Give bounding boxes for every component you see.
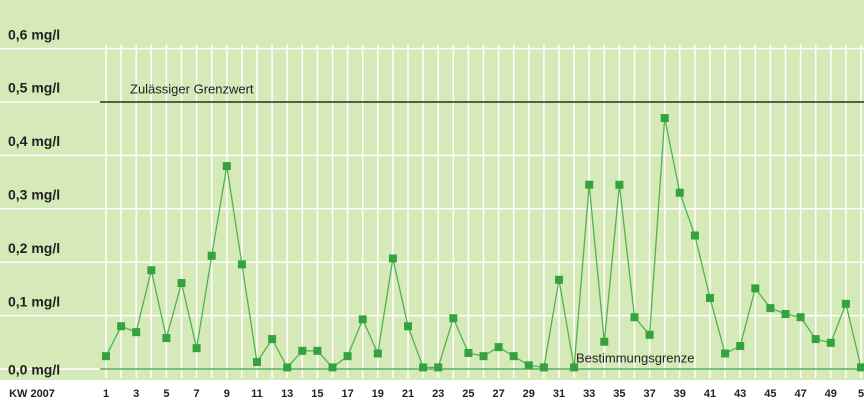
data-point bbox=[494, 343, 503, 352]
x-tick-label: 49 bbox=[825, 388, 837, 400]
data-point bbox=[736, 342, 745, 351]
data-point bbox=[826, 338, 835, 347]
data-point bbox=[313, 346, 322, 355]
data-point bbox=[555, 275, 563, 284]
data-point bbox=[207, 251, 216, 260]
data-point bbox=[373, 349, 382, 358]
y-tick-label: 0,3 mg/l bbox=[8, 187, 60, 203]
data-point bbox=[600, 337, 609, 346]
plot-background bbox=[0, 0, 864, 380]
y-tick-label: 0,1 mg/l bbox=[8, 293, 60, 309]
data-point bbox=[222, 162, 231, 171]
x-tick-label: 41 bbox=[704, 388, 716, 400]
data-point bbox=[434, 363, 443, 372]
x-tick-label: 7 bbox=[194, 388, 200, 400]
data-point bbox=[268, 335, 277, 344]
data-point bbox=[570, 363, 579, 372]
data-point bbox=[706, 293, 714, 302]
data-point bbox=[298, 346, 307, 355]
y-tick-label: 0,4 mg/l bbox=[8, 133, 60, 149]
x-tick-label: 25 bbox=[462, 388, 474, 400]
x-tick-label: 5 bbox=[858, 388, 864, 400]
x-tick-label: 45 bbox=[764, 388, 776, 400]
x-tick-label: 27 bbox=[492, 388, 504, 400]
x-tick-label: 15 bbox=[311, 388, 323, 400]
data-point bbox=[857, 363, 864, 372]
data-point bbox=[388, 254, 397, 263]
x-tick-label: 23 bbox=[432, 388, 444, 400]
y-tick-label: 0,5 mg/l bbox=[8, 80, 60, 96]
x-tick-label: 47 bbox=[794, 388, 806, 400]
data-point bbox=[283, 363, 292, 372]
data-point bbox=[690, 231, 699, 240]
x-tick-label: 9 bbox=[224, 388, 230, 400]
x-tick-label: 33 bbox=[583, 388, 595, 400]
data-point bbox=[449, 314, 458, 323]
data-point bbox=[132, 328, 141, 337]
x-tick-label: 29 bbox=[523, 388, 535, 400]
data-point bbox=[524, 361, 533, 370]
data-point bbox=[721, 349, 730, 358]
data-point bbox=[645, 330, 654, 339]
x-tick-label: 3 bbox=[133, 388, 139, 400]
data-point bbox=[177, 279, 186, 288]
data-point bbox=[630, 313, 639, 322]
data-point bbox=[811, 335, 820, 344]
data-point bbox=[343, 352, 352, 361]
x-tick-label: 17 bbox=[341, 388, 353, 400]
y-tick-label: 0,0 mg/l bbox=[8, 362, 60, 378]
data-point bbox=[358, 315, 367, 324]
data-point bbox=[404, 322, 412, 331]
x-tick-label: 5 bbox=[163, 388, 169, 400]
x-tick-label: 31 bbox=[553, 388, 565, 400]
data-point bbox=[328, 363, 337, 372]
y-tick-label: 0,2 mg/l bbox=[8, 240, 60, 256]
x-tick-label: 19 bbox=[372, 388, 384, 400]
data-point bbox=[585, 180, 594, 189]
data-point bbox=[162, 334, 171, 343]
data-point bbox=[539, 363, 548, 372]
data-point bbox=[147, 266, 156, 275]
data-point bbox=[615, 180, 624, 189]
y-tick-label: 0,6 mg/l bbox=[8, 26, 60, 42]
x-tick-label: 11 bbox=[251, 388, 263, 400]
reference-label: Bestimmungsgrenze bbox=[576, 350, 695, 365]
data-point bbox=[751, 284, 760, 293]
x-tick-label: 43 bbox=[734, 388, 746, 400]
data-point bbox=[464, 348, 473, 357]
data-point bbox=[419, 363, 428, 372]
x-tick-label: 39 bbox=[674, 388, 686, 400]
x-tick-label: 1 bbox=[103, 388, 109, 400]
reference-label: Zulässiger Grenzwert bbox=[130, 81, 254, 96]
data-point bbox=[660, 114, 669, 123]
data-point bbox=[117, 322, 126, 331]
data-point bbox=[841, 299, 850, 308]
data-point bbox=[766, 304, 775, 313]
data-point bbox=[237, 260, 246, 269]
x-tick-label: 13 bbox=[281, 388, 293, 400]
x-tick-label: 21 bbox=[402, 388, 414, 400]
data-point bbox=[253, 358, 261, 367]
data-point bbox=[192, 344, 201, 353]
data-point bbox=[675, 188, 684, 197]
x-tick-label: 35 bbox=[613, 388, 625, 400]
x-axis-label: KW 2007 bbox=[9, 388, 55, 400]
data-point bbox=[102, 352, 110, 361]
data-point bbox=[479, 352, 488, 361]
data-point bbox=[509, 352, 518, 361]
x-tick-label: 37 bbox=[643, 388, 655, 400]
data-point bbox=[796, 313, 805, 322]
data-point bbox=[781, 309, 790, 318]
